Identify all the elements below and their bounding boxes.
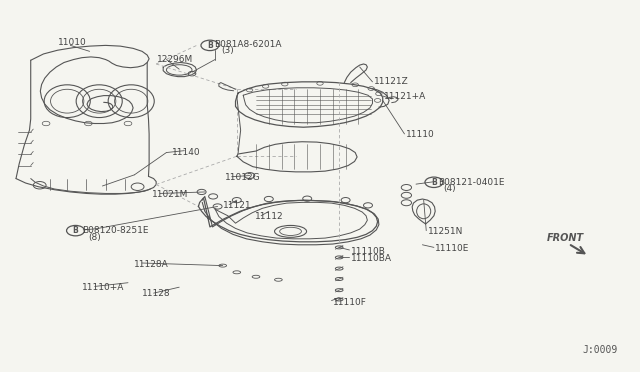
Text: 11251N: 11251N [428, 227, 463, 236]
Text: 11128: 11128 [142, 289, 171, 298]
Text: (3): (3) [221, 46, 234, 55]
Text: 11110F: 11110F [333, 298, 367, 307]
Text: FRONT: FRONT [547, 233, 584, 243]
Text: B: B [73, 226, 78, 235]
Text: 11110: 11110 [406, 130, 435, 139]
Text: B08121-0401E: B08121-0401E [438, 178, 505, 187]
Text: 11121: 11121 [223, 201, 252, 210]
Text: B081A8-6201A: B081A8-6201A [214, 40, 282, 49]
Text: B: B [431, 178, 436, 187]
Text: B08120-8251E: B08120-8251E [82, 226, 148, 235]
Text: 11121+A: 11121+A [384, 92, 426, 101]
Text: 11128A: 11128A [134, 260, 169, 269]
Text: (4): (4) [444, 184, 456, 193]
Text: B: B [207, 41, 212, 50]
Text: 11012G: 11012G [225, 173, 261, 182]
Text: 11110BA: 11110BA [351, 254, 392, 263]
Text: 11010: 11010 [58, 38, 86, 47]
Text: J:0009: J:0009 [582, 345, 618, 355]
Text: 12296M: 12296M [157, 55, 193, 64]
Text: 11121Z: 11121Z [374, 77, 409, 86]
Text: 11110+A: 11110+A [82, 283, 124, 292]
Text: 11021M: 11021M [152, 190, 189, 199]
Text: 11110B: 11110B [351, 247, 385, 256]
Text: 11112: 11112 [255, 212, 284, 221]
Text: (8): (8) [88, 233, 101, 242]
Text: 11140: 11140 [172, 148, 200, 157]
Text: 11110E: 11110E [435, 244, 470, 253]
